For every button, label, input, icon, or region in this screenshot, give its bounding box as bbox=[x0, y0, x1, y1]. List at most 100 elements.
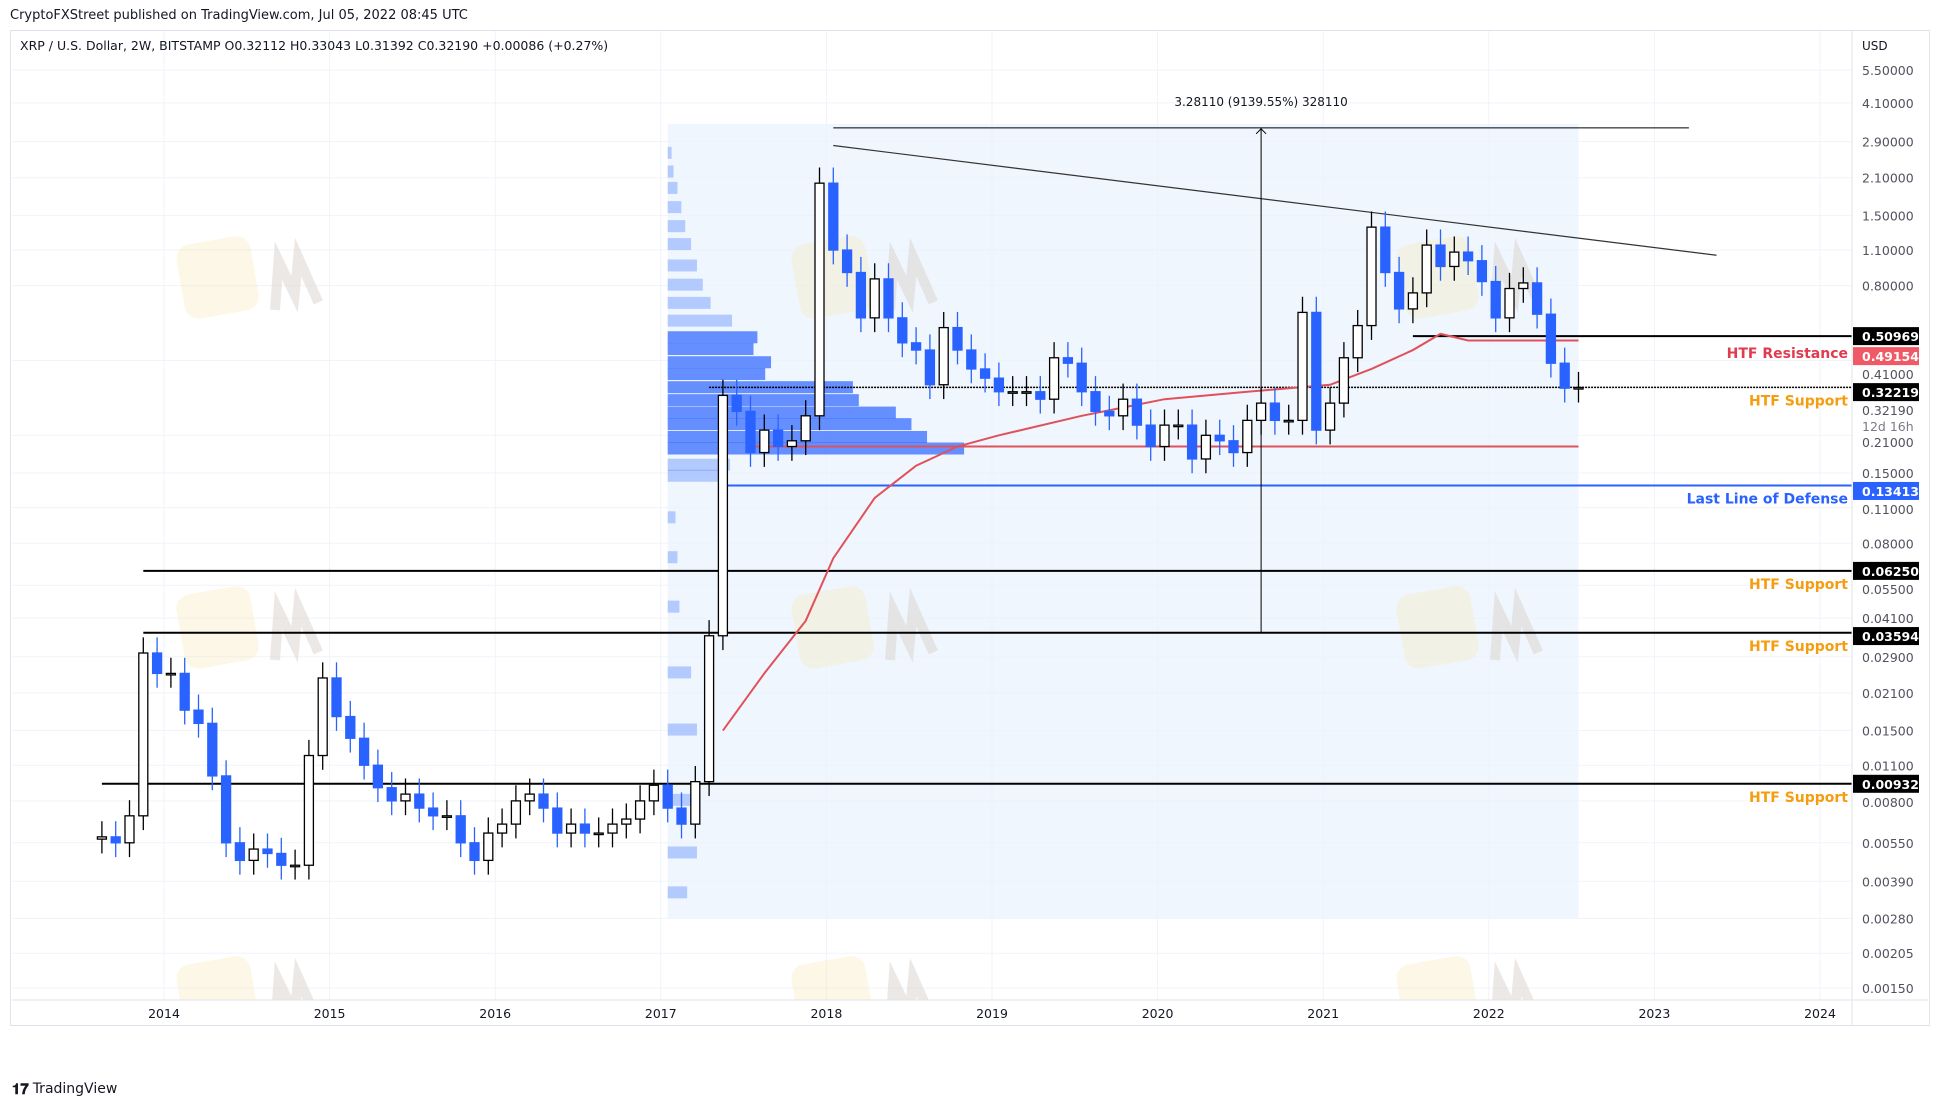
candle bbox=[262, 833, 273, 868]
wikifx-watermark-glyph bbox=[270, 957, 323, 1000]
candle bbox=[883, 263, 894, 333]
candle bbox=[952, 311, 963, 365]
candle-body bbox=[427, 807, 439, 817]
candle bbox=[414, 778, 425, 823]
candle bbox=[358, 722, 370, 780]
time-tick-label: 2014 bbox=[148, 1006, 180, 1021]
candle bbox=[759, 414, 770, 467]
candle-body bbox=[745, 410, 756, 454]
price-tick-label: 0.00390 bbox=[1862, 874, 1914, 889]
wikifx-watermark-glyph bbox=[1490, 957, 1543, 1000]
candle bbox=[772, 414, 784, 461]
volume-profile-bar bbox=[667, 886, 688, 899]
candle bbox=[441, 800, 453, 831]
candle bbox=[124, 800, 135, 858]
candle-body bbox=[1283, 419, 1294, 423]
level-label: HTF Support bbox=[1749, 790, 1848, 806]
level-label: Last Line of Defense bbox=[1687, 491, 1848, 507]
candle bbox=[841, 234, 853, 287]
candle-body bbox=[1007, 391, 1018, 394]
volume-profile-bar bbox=[667, 442, 965, 455]
volume-profile-bar bbox=[667, 723, 697, 736]
candle-body bbox=[979, 368, 991, 379]
candle-body bbox=[1421, 244, 1432, 294]
price-tick-label: 0.15000 bbox=[1862, 466, 1914, 481]
price-tick-label: 0.01100 bbox=[1862, 758, 1914, 773]
price-tag bbox=[1853, 383, 1919, 402]
candle bbox=[662, 769, 673, 823]
candle-body bbox=[1297, 311, 1308, 422]
candle bbox=[745, 395, 756, 467]
candle-body bbox=[1228, 440, 1239, 454]
price-tick-label: 0.00205 bbox=[1862, 946, 1914, 961]
price-tick-label: 0.01500 bbox=[1862, 724, 1914, 739]
volume-profile-bar bbox=[667, 406, 896, 419]
candle-body bbox=[565, 823, 577, 834]
candle bbox=[703, 620, 715, 796]
moving-average-line bbox=[722, 332, 1579, 732]
wikifx-watermark-glyph bbox=[270, 237, 323, 313]
price-tick-label: 2.10000 bbox=[1862, 171, 1914, 186]
candle-body bbox=[124, 815, 135, 844]
time-tick-label: 2017 bbox=[645, 1006, 677, 1021]
time-tick-label: 2015 bbox=[314, 1006, 346, 1021]
price-tick-label: 4.10000 bbox=[1862, 96, 1914, 111]
volume-profile-bar bbox=[667, 431, 928, 444]
tradingview-logo[interactable]: 𝟏𝟕 TradingView bbox=[12, 1080, 117, 1098]
candle bbox=[869, 263, 880, 333]
candle-body bbox=[1531, 282, 1543, 315]
candle bbox=[220, 760, 232, 858]
price-tag-label: 0.06250 bbox=[1862, 564, 1919, 579]
candle-body bbox=[814, 182, 825, 417]
candle bbox=[1214, 419, 1225, 456]
price-tick-label: 0.80000 bbox=[1862, 279, 1914, 294]
candle-body bbox=[400, 793, 411, 802]
candle bbox=[386, 772, 397, 816]
candle bbox=[1324, 387, 1336, 445]
candle-body bbox=[579, 823, 591, 834]
candle-body bbox=[1324, 402, 1336, 431]
volume-profile-bar bbox=[667, 511, 676, 524]
candle bbox=[317, 662, 328, 770]
candle-body bbox=[289, 864, 301, 868]
candle-body bbox=[262, 848, 273, 855]
candle bbox=[897, 302, 908, 358]
candle-body bbox=[1518, 282, 1529, 290]
candle bbox=[1421, 229, 1432, 308]
candle bbox=[690, 766, 701, 839]
candle bbox=[303, 739, 315, 880]
price-tag bbox=[1853, 327, 1919, 346]
candle bbox=[979, 353, 991, 393]
chart-frame bbox=[10, 30, 1930, 1026]
candle bbox=[138, 637, 149, 831]
price-tick-label: 0.11000 bbox=[1862, 502, 1914, 517]
candle bbox=[1311, 296, 1322, 445]
candle-body bbox=[1173, 424, 1184, 428]
candle bbox=[1062, 342, 1074, 378]
candle bbox=[510, 785, 522, 839]
candle bbox=[538, 778, 549, 823]
candle bbox=[1186, 409, 1198, 474]
candle bbox=[179, 657, 190, 725]
candle bbox=[717, 379, 729, 651]
candle bbox=[814, 167, 825, 431]
candle-body bbox=[897, 317, 908, 344]
candle-body bbox=[110, 836, 121, 844]
candle-body bbox=[1573, 386, 1584, 390]
candle bbox=[1490, 265, 1501, 333]
candle-body bbox=[1214, 434, 1225, 442]
candle bbox=[1104, 395, 1115, 431]
candle-body bbox=[883, 278, 894, 319]
candle bbox=[1449, 236, 1460, 281]
volume-profile-bar bbox=[667, 458, 731, 471]
price-tag bbox=[1853, 561, 1919, 580]
candle-body bbox=[1104, 410, 1115, 417]
candle-body bbox=[248, 848, 259, 862]
candle bbox=[110, 821, 121, 858]
candle-body bbox=[1159, 424, 1170, 448]
candle-body bbox=[1062, 357, 1074, 364]
candle bbox=[1255, 387, 1267, 435]
price-tick-label: 5.50000 bbox=[1862, 63, 1914, 78]
candle bbox=[1462, 236, 1474, 276]
